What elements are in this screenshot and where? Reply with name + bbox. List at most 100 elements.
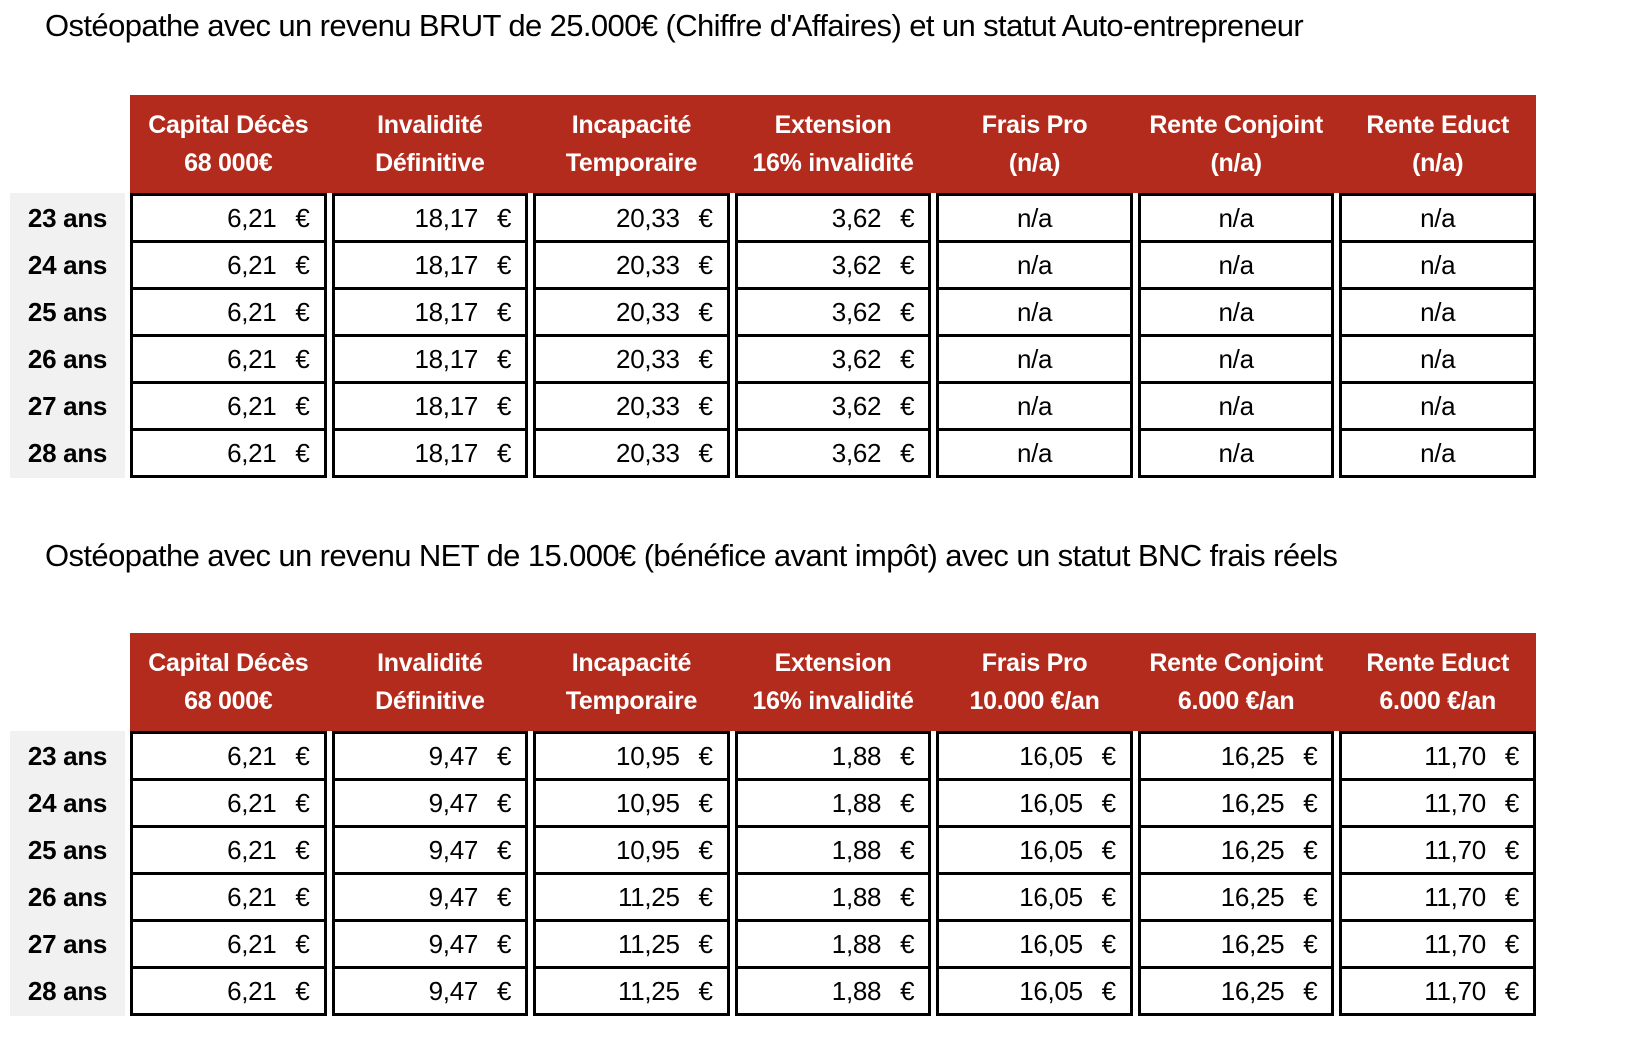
cell: 18,17 €	[331, 334, 529, 384]
column-header-4: Frais Pro 10.000 €/an	[936, 633, 1133, 731]
column-header-subtitle: 68 000€	[184, 149, 273, 177]
cell: n/a	[1339, 428, 1536, 478]
table-row: 26 ans 6,21 €18,17 €20,33 €3,62 € n/a n/a n/…	[10, 334, 1536, 384]
row-label: 25 ans	[10, 825, 125, 875]
column-header-subtitle: Temporaire	[565, 149, 698, 177]
cell: 11,70 €	[1339, 778, 1536, 828]
column-header-6: Rente Educt 6.000 €/an	[1339, 633, 1536, 731]
cell: 20,33 €	[533, 193, 730, 243]
row-label: 23 ans	[10, 731, 125, 781]
cell: n/a	[1339, 381, 1536, 431]
row-label: 26 ans	[10, 872, 125, 922]
cell: 11,25 €	[533, 966, 730, 1016]
column-header-subtitle: Définitive	[375, 149, 485, 177]
row-label: 24 ans	[10, 778, 125, 828]
column-header-title: Incapacité	[571, 649, 692, 677]
column-header-title: Frais Pro	[981, 649, 1088, 677]
cell: 9,47 €	[331, 919, 529, 969]
cell: n/a	[1339, 193, 1536, 243]
cell: 6,21 €	[130, 872, 327, 922]
table-row: 24 ans 6,21 €9,47 €10,95 €1,88 €16,05 €16…	[10, 778, 1536, 828]
cell: 6,21 €	[130, 966, 327, 1016]
column-header-4: Frais Pro (n/a)	[936, 95, 1133, 193]
cell: 16,05 €	[936, 966, 1133, 1016]
cell: 16,05 €	[936, 731, 1133, 781]
cell: 6,21 €	[130, 240, 327, 290]
column-header-6: Rente Educt (n/a)	[1339, 95, 1536, 193]
column-header-3: Extension 16% invalidité	[735, 633, 932, 731]
column-header-title: Rente Educt	[1366, 649, 1509, 677]
cell: 6,21 €	[130, 287, 327, 337]
column-header-subtitle: Temporaire	[565, 687, 698, 715]
column-header-5: Rente Conjoint 6.000 €/an	[1138, 633, 1335, 731]
table-row: 27 ans 6,21 €9,47 €11,25 €1,88 €16,05 €16…	[10, 919, 1536, 969]
cell: 10,95 €	[533, 731, 730, 781]
table-header-row: Capital Décès 68 000€ Invalidité Définitive…	[130, 633, 1536, 731]
table-header-row: Capital Décès 68 000€ Invalidité Définitive…	[130, 95, 1536, 193]
cell: 11,25 €	[533, 919, 730, 969]
cell: 16,25 €	[1137, 825, 1335, 875]
table-row: 26 ans 6,21 €9,47 €11,25 €1,88 €16,05 €16…	[10, 872, 1536, 922]
cell: 6,21 €	[130, 825, 327, 875]
cell: 3,62 €	[734, 240, 932, 290]
column-header-title: Rente Educt	[1366, 111, 1509, 139]
cell: 18,17 €	[331, 240, 529, 290]
row-label: 23 ans	[10, 193, 125, 243]
column-header-title: Capital Décès	[148, 649, 309, 677]
column-header-0: Capital Décès 68 000€	[130, 95, 327, 193]
column-header-subtitle: 10.000 €/an	[969, 687, 1100, 715]
cell: 18,17 €	[331, 193, 529, 243]
table-row: 23 ans 6,21 €9,47 €10,95 €1,88 €16,05 €16…	[10, 731, 1536, 781]
cell: 3,62 €	[734, 287, 932, 337]
cell: 1,88 €	[734, 872, 932, 922]
row-label: 27 ans	[10, 919, 125, 969]
cell: 16,25 €	[1137, 872, 1335, 922]
row-label: 26 ans	[10, 334, 125, 384]
column-header-title: Rente Conjoint	[1149, 111, 1323, 139]
cell: 1,88 €	[734, 966, 932, 1016]
cell: 6,21 €	[130, 428, 327, 478]
column-header-subtitle: Définitive	[375, 687, 485, 715]
table-net-title: Ostéopathe avec un revenu NET de 15.000€…	[45, 538, 1338, 573]
cell: 1,88 €	[734, 825, 932, 875]
table-row: 28 ans 6,21 €9,47 €11,25 €1,88 €16,05 €16…	[10, 966, 1536, 1016]
cell: 16,05 €	[936, 919, 1133, 969]
cell: n/a	[936, 428, 1133, 478]
cell: 11,70 €	[1339, 872, 1536, 922]
table-row: 25 ans 6,21 €18,17 €20,33 €3,62 € n/a n/a n/…	[10, 287, 1536, 337]
cell: n/a	[1339, 334, 1536, 384]
cell: 18,17 €	[331, 287, 529, 337]
cell: 11,70 €	[1339, 731, 1536, 781]
cell: n/a	[1137, 381, 1335, 431]
cell: 16,05 €	[936, 872, 1133, 922]
column-header-title: Incapacité	[571, 111, 692, 139]
cell: n/a	[936, 287, 1133, 337]
row-label: 28 ans	[10, 428, 125, 478]
cell: 20,33 €	[533, 428, 730, 478]
cell: n/a	[1137, 334, 1335, 384]
cell: 16,25 €	[1137, 731, 1335, 781]
cell: n/a	[1339, 287, 1536, 337]
row-label: 27 ans	[10, 381, 125, 431]
cell: 3,62 €	[734, 428, 932, 478]
column-header-title: Rente Conjoint	[1149, 649, 1323, 677]
column-header-title: Extension	[774, 111, 892, 139]
column-header-subtitle: 16% invalidité	[752, 149, 914, 177]
column-header-2: Incapacité Temporaire	[533, 95, 730, 193]
column-header-title: Frais Pro	[981, 111, 1088, 139]
cell: n/a	[936, 193, 1133, 243]
table-brut-title: Ostéopathe avec un revenu BRUT de 25.000…	[45, 8, 1304, 43]
cell: 11,70 €	[1339, 825, 1536, 875]
cell: 11,70 €	[1339, 919, 1536, 969]
cell: 6,21 €	[130, 731, 327, 781]
cell: 3,62 €	[734, 193, 932, 243]
cell: 6,21 €	[130, 381, 327, 431]
cell: 18,17 €	[331, 381, 529, 431]
cell: 9,47 €	[331, 731, 529, 781]
cell: 6,21 €	[130, 334, 327, 384]
row-label: 24 ans	[10, 240, 125, 290]
cell: 9,47 €	[331, 872, 529, 922]
column-header-subtitle: (n/a)	[1008, 149, 1061, 177]
column-header-subtitle: (n/a)	[1210, 149, 1262, 177]
